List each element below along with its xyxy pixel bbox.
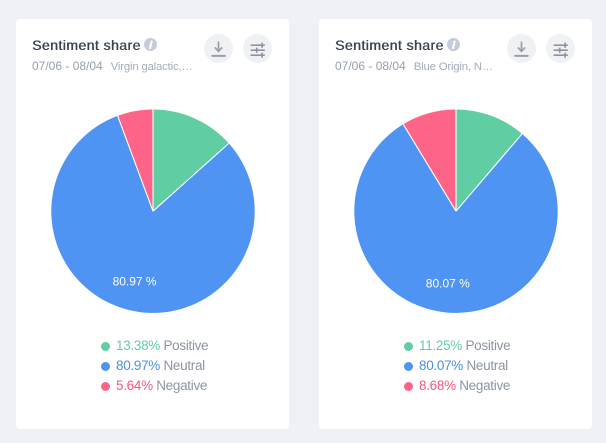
- svg-text:80.07 %: 80.07 %: [426, 276, 470, 290]
- svg-text:80.97 %: 80.97 %: [113, 275, 157, 289]
